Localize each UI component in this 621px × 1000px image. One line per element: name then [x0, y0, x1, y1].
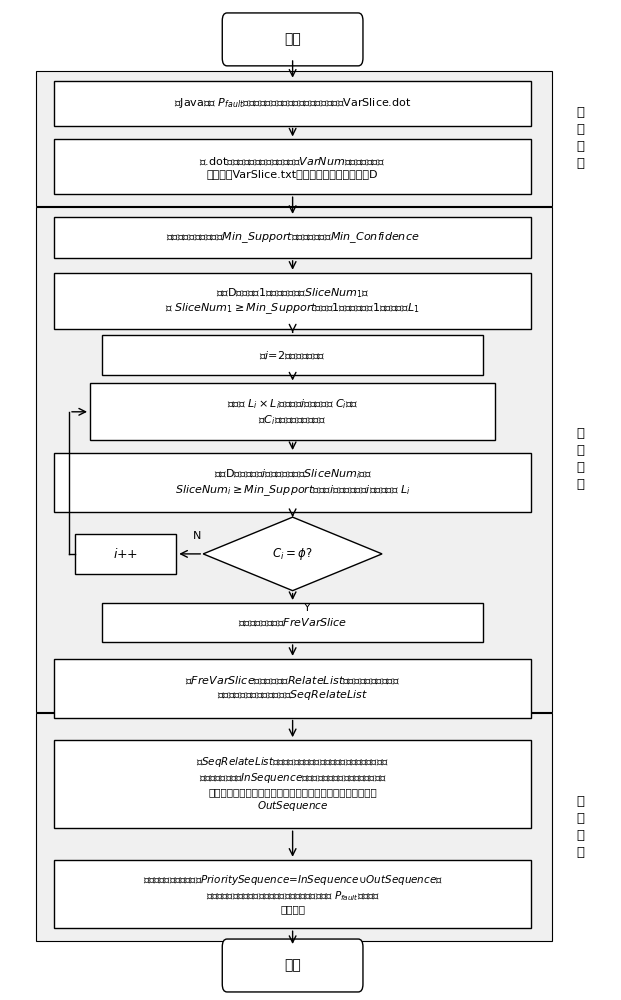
Text: 从.dot文件中依次提取变量切片行号$\mathit{VarNum}$，构成变量切片
行号信息VarSlice.txt，并将其作为事物数据库D: 从.dot文件中依次提取变量切片行号$\mathit{VarNum}$，构成变量… [199, 155, 386, 179]
Text: 开始: 开始 [284, 32, 301, 46]
FancyBboxPatch shape [222, 13, 363, 66]
Text: 由连接 $L_i\times L_i$产生候选$i$项集的集合 $C_i$，并
从$C_i$中删除非频繁集候选: 由连接 $L_i\times L_i$产生候选$i$项集的集合 $C_i$，并 … [227, 397, 358, 427]
Text: 对Java程序 $P_{fault}$预处理，进行变量切片得到程序切片数据VarSlice.dot: 对Java程序 $P_{fault}$预处理，进行变量切片得到程序切片数据Var… [174, 96, 411, 110]
Bar [54, 659, 531, 718]
Bar [36, 71, 552, 206]
Text: N: N [193, 531, 201, 541]
Text: 结束: 结束 [284, 958, 301, 972]
Text: 扭描D累计候选1项集的支持计数$\mathit{SliceNum}_1$，
由 $\mathit{SliceNum}_1\geq \mathit{Min\_Su: 扭描D累计候选1项集的支持计数$\mathit{SliceNum}_1$， 由 … [165, 286, 420, 316]
Text: 总的检查语句优先级次序$\mathit{PrioritySequence}$=$\mathit{InSequence}$∪$\mathit{OutSequenc: 总的检查语句优先级次序$\mathit{PrioritySequence}$=$… [143, 873, 443, 915]
Bar [102, 603, 483, 642]
Text: 变
量
切
片: 变 量 切 片 [576, 106, 584, 170]
Text: 错
误
定
位: 错 误 定 位 [576, 795, 584, 859]
Bar [54, 740, 531, 828]
Bar [36, 207, 552, 712]
Bar [54, 860, 531, 928]
Bar [90, 383, 496, 440]
Bar [36, 713, 552, 941]
Text: $i$++: $i$++ [113, 547, 138, 561]
Text: 扭描D，累计候选$i$项集的支持计数$\mathit{SliceNum}_i$，由
$\mathit{SliceNum}_i\geq \mathit{Min\_: 扭描D，累计候选$i$项集的支持计数$\mathit{SliceNum}_i$，… [175, 467, 410, 498]
Bar [54, 273, 531, 329]
Text: 假设最小支持度计数为$\mathit{Min\_Support}$，最小置信度为$\mathit{Min\_Confidence}$: 假设最小支持度计数为$\mathit{Min\_Support}$，最小置信度为… [166, 230, 419, 245]
Text: $C_i=\phi$?: $C_i=\phi$? [273, 546, 313, 562]
Text: 关
联
分
析: 关 联 分 析 [576, 427, 584, 491]
Bar [54, 139, 531, 194]
Text: Y: Y [304, 603, 311, 613]
Bar [75, 534, 176, 574]
Text: 令$i$=2，开始逐层搜索: 令$i$=2，开始逐层搜索 [260, 349, 326, 361]
Bar [54, 81, 531, 126]
Bar [102, 335, 483, 375]
Polygon shape [203, 517, 382, 591]
Text: 对$\mathit{SeqRelateList}$中的语句按照置信度由高到低的排列顺序，生成检
查语句优先级次序$\mathit{InSequence}$，未在: 对$\mathit{SeqRelateList}$中的语句按照置信度由高到低的排… [196, 755, 389, 813]
Text: 获取所有频繁项集$\mathit{FreVarSlice}$: 获取所有频繁项集$\mathit{FreVarSlice}$ [238, 617, 347, 628]
FancyBboxPatch shape [222, 939, 363, 992]
Bar [54, 217, 531, 258]
Bar [54, 453, 531, 512]
Text: 由$\mathit{FreVarSlice}$得到关联规则$\mathit{RelateList}$，根据置信度由高到低
进行排序，得到排序关联规则$\math: 由$\mathit{FreVarSlice}$得到关联规则$\mathit{Re… [185, 674, 400, 702]
